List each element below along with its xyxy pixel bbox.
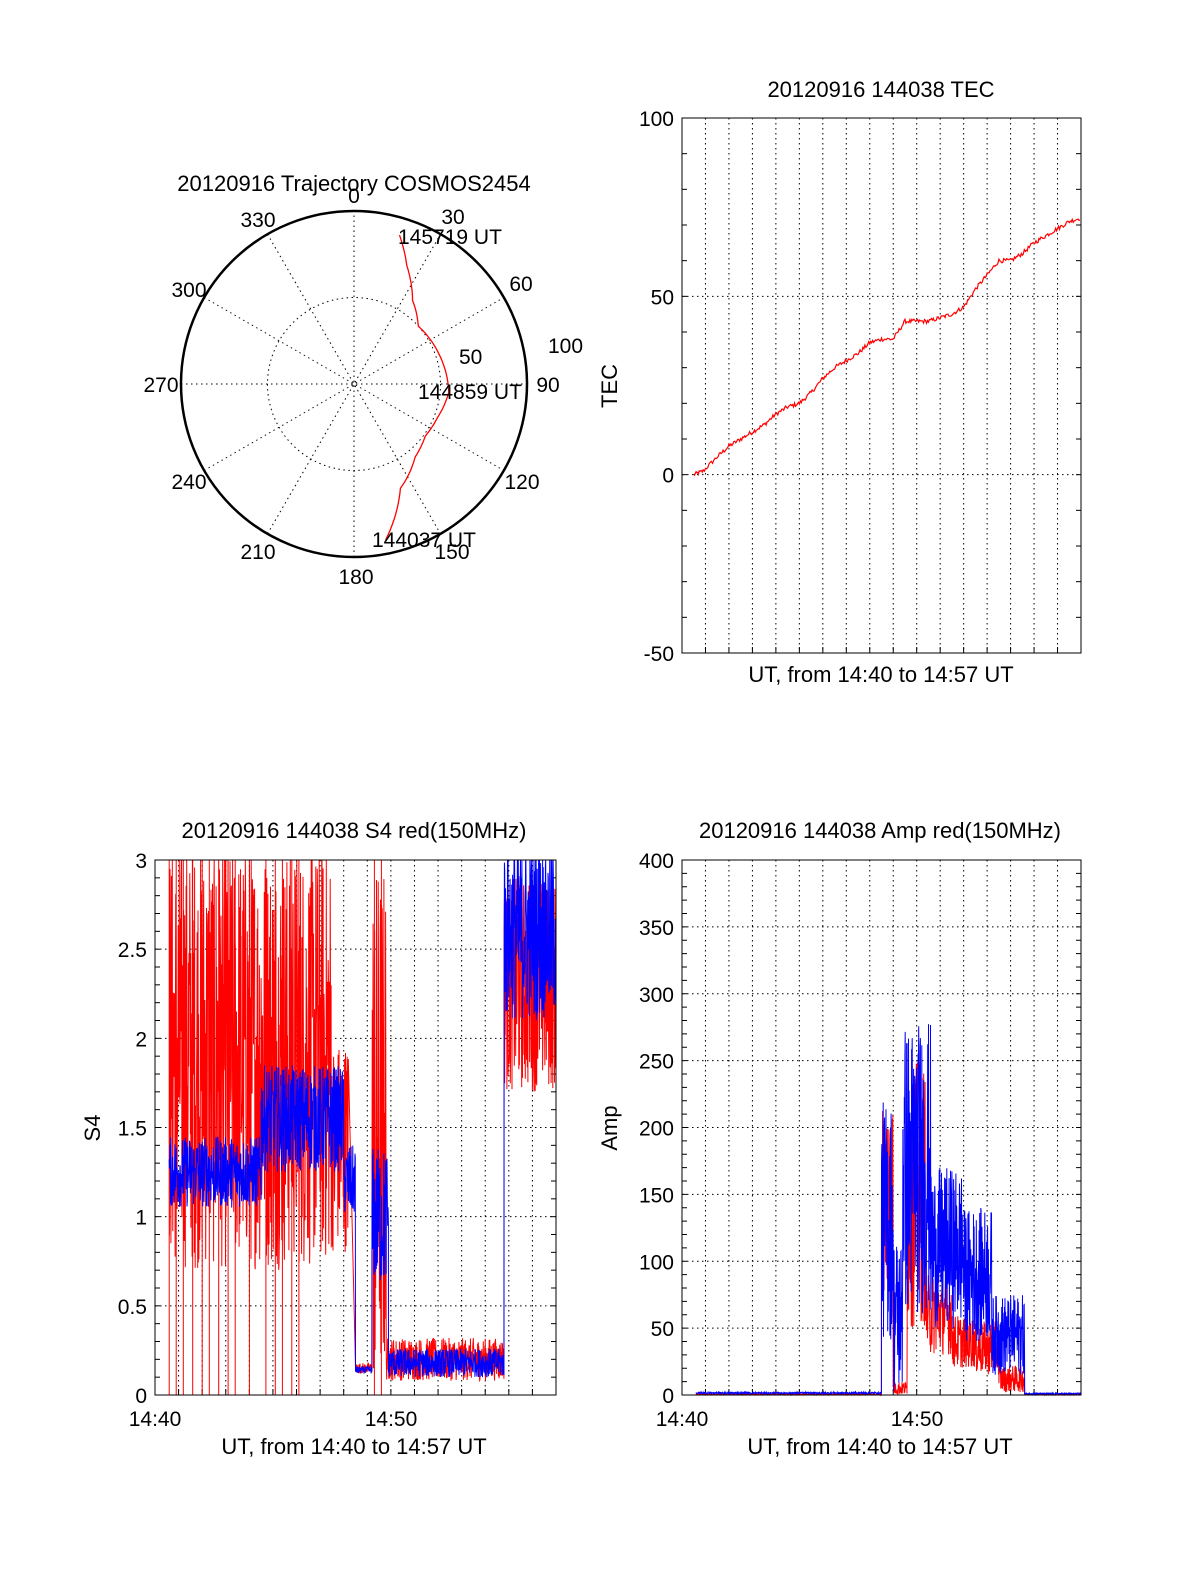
polar-radius-label-50: 50 <box>459 346 482 369</box>
trajectory-chart: 20120916 Trajectory COSMOS2454 0 30 60 90 12… <box>143 171 583 589</box>
s4-xtick-label-1450: 14:50 <box>365 1408 418 1431</box>
polar-angle-label-240: 240 <box>171 471 206 494</box>
s4-chart: 20120916 144038 S4 red(150MHz) 0 0.5 1 1.5 2… <box>80 818 557 1459</box>
tec-chart: 20120916 144038 TEC -50 0 50 100 TEC UT, fr… <box>597 77 1082 687</box>
s4-xlabel: UT, from 14:40 to 14:57 UT <box>221 1434 486 1459</box>
polar-angle-label-60: 60 <box>509 273 532 296</box>
amp-chart: 20120916 144038 Amp red(150MHz) 0 50 100 15… <box>597 818 1082 1459</box>
amp-ytick-label: 200 <box>639 1118 674 1141</box>
tec-ytick-label: -50 <box>644 643 674 666</box>
polar-angle-labels: 0 30 60 90 120 150 180 210 240 270 300 330 <box>143 185 559 589</box>
amp-ytick-label: 50 <box>651 1318 674 1341</box>
tec-ylabel: TEC <box>597 364 622 408</box>
polar-angle-label-300: 300 <box>171 279 206 302</box>
s4-ytick-label: 2 <box>135 1028 147 1051</box>
polar-angle-label-180: 180 <box>338 566 373 589</box>
amp-title: 20120916 144038 Amp red(150MHz) <box>699 818 1061 843</box>
polar-angle-label-150: 150 <box>434 541 469 564</box>
trajectory-series-line <box>385 234 450 541</box>
tec-ytick-label: 0 <box>662 465 674 488</box>
polar-radius-label-100: 100 <box>548 335 583 358</box>
s4-ytick-label: 2.5 <box>118 939 147 962</box>
amp-y-tick-labels: 0 50 100 150 200 250 300 350 400 <box>639 850 674 1408</box>
s4-ytick-label: 1 <box>135 1207 147 1230</box>
tec-ytick-label: 50 <box>651 286 674 309</box>
s4-plot-frame <box>154 859 557 1396</box>
s4-xtick-label-1440: 14:40 <box>129 1408 182 1431</box>
polar-angle-label-210: 210 <box>240 541 275 564</box>
amp-blue-series-line <box>695 1024 1082 1396</box>
s4-ylabel: S4 <box>80 1115 105 1142</box>
polar-angle-label-330: 330 <box>240 209 275 232</box>
tec-title: 20120916 144038 TEC <box>767 77 994 102</box>
s4-ytick-label: 0.5 <box>118 1296 147 1319</box>
s4-y-tick-labels: 0 0.5 1 1.5 2 2.5 3 <box>118 850 147 1408</box>
tec-y-tick-labels: -50 0 50 100 <box>639 108 674 666</box>
amp-ytick-label: 150 <box>639 1184 674 1207</box>
polar-spoke <box>267 233 441 535</box>
trajectory-annotation-mid: 144859 UT <box>418 381 522 404</box>
trajectory-title: 20120916 Trajectory COSMOS2454 <box>177 171 530 196</box>
polar-inner-circle <box>267 297 441 471</box>
tec-ytick-label: 100 <box>639 108 674 131</box>
tec-gridlines <box>682 118 1081 653</box>
amp-ytick-label: 300 <box>639 984 674 1007</box>
polar-angle-label-120: 120 <box>504 471 539 494</box>
amp-ylabel: Amp <box>597 1105 622 1150</box>
amp-ytick-label: 350 <box>639 917 674 940</box>
amp-ytick-label: 0 <box>662 1385 674 1408</box>
amp-ytick-label: 250 <box>639 1051 674 1074</box>
tec-plot-frame <box>681 117 1082 654</box>
polar-angle-label-90: 90 <box>536 374 559 397</box>
polar-angle-label-270: 270 <box>143 374 178 397</box>
amp-red-series-line <box>695 1061 1082 1397</box>
polar-angle-label-0: 0 <box>348 185 360 208</box>
amp-xtick-label-1450: 14:50 <box>891 1408 944 1431</box>
amp-plot-frame <box>681 859 1082 1396</box>
s4-title: 20120916 144038 S4 red(150MHz) <box>182 818 527 843</box>
s4-ytick-label: 0 <box>135 1385 147 1408</box>
s4-ytick-label: 3 <box>135 850 147 873</box>
s4-ytick-label: 1.5 <box>118 1118 147 1141</box>
amp-xtick-label-1440: 14:40 <box>656 1408 709 1431</box>
amp-ytick-label: 400 <box>639 850 674 873</box>
tec-tick-marks <box>682 117 1081 654</box>
trajectory-annotation-end: 145719 UT <box>398 226 502 249</box>
polar-angle-label-30: 30 <box>441 206 464 229</box>
trajectory-annotation-start: 144037 UT <box>372 529 476 552</box>
amp-tick-marks <box>682 859 1081 1396</box>
tec-xlabel: UT, from 14:40 to 14:57 UT <box>748 662 1013 687</box>
amp-ytick-label: 100 <box>639 1251 674 1274</box>
s4-red-series-line <box>168 859 557 1395</box>
polar-spoke <box>267 233 441 535</box>
tec-series-line <box>693 217 1081 477</box>
amp-xlabel: UT, from 14:40 to 14:57 UT <box>747 1434 1012 1459</box>
s4-blue-series-line <box>168 859 557 1378</box>
